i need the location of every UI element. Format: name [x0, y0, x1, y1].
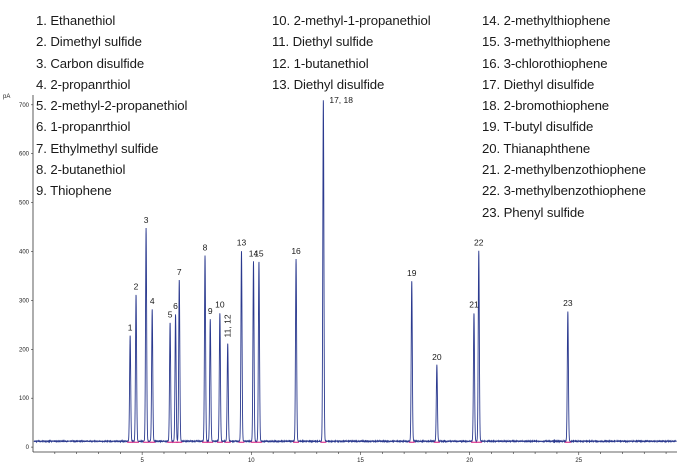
legend-entry: 1. Ethanethiol — [36, 13, 116, 28]
y-tick-label: 200 — [19, 347, 30, 353]
y-tick-label: 0 — [26, 445, 30, 451]
peak-label: 21 — [469, 300, 479, 310]
legend-entry: 19. T-butyl disulfide — [482, 119, 594, 135]
peak-label: 8 — [203, 242, 208, 252]
legend-entry: 16. 3-chlorothiophene — [482, 55, 608, 71]
peak-label: 20 — [432, 352, 442, 362]
legend-column-2: 10. 2-methyl-1-propanethiol 11. Diethyl s… — [272, 10, 431, 95]
peak-label: 5 — [168, 309, 173, 319]
legend-entry: 14. 2-methylthiophene — [482, 13, 611, 28]
peak-label: 15 — [254, 248, 264, 258]
legend-entry: 7. Ethylmethyl sulfide — [36, 140, 159, 156]
legend-entry: 11. Diethyl sulfide — [272, 34, 374, 50]
peak-label: 14 — [249, 248, 259, 258]
legend-column-1: 1. Ethanethiol 2. Dimethyl sulfide 3. Carb… — [36, 10, 187, 202]
peak-label: 19 — [407, 268, 417, 278]
legend-entry: 21. 2-methylbenzothiophene — [482, 162, 646, 178]
x-tick-label: 15 — [357, 458, 364, 464]
legend-entry: 23. Phenyl sulfide — [482, 204, 585, 220]
peak-label: 23 — [563, 298, 573, 308]
y-tick-label: 400 — [19, 249, 30, 255]
peak-label: 17, 18 — [329, 95, 353, 105]
y-tick-label: 600 — [19, 152, 30, 158]
legend-entry: 6. 1-propanrthiol — [36, 119, 131, 135]
y-tick-label: 100 — [19, 396, 30, 402]
signal-line — [33, 100, 677, 444]
peak-label: 11, 12 — [223, 314, 233, 337]
y-axis-unit-label: pA — [3, 94, 11, 100]
legend-column-3: 14. 2-methylthiophene 15. 3-methylthiophe… — [482, 10, 646, 223]
peak-label: 3 — [144, 215, 149, 225]
y-tick-label: 500 — [19, 201, 30, 207]
peak-label: 9 — [208, 306, 213, 316]
x-tick-label: 25 — [575, 458, 582, 464]
legend-entry: 13. Diethyl disulfide — [272, 76, 385, 92]
legend-entry: 20. Thianaphthene — [482, 140, 591, 156]
y-tick-label: 700 — [19, 103, 30, 109]
x-tick-label: 20 — [466, 458, 473, 464]
legend-entry: 10. 2-methyl-1-propanethiol — [272, 13, 431, 28]
peak-label: 22 — [474, 238, 484, 248]
x-tick-label: 10 — [248, 458, 255, 464]
chromatogram-trace — [33, 100, 677, 444]
legend-entry: 15. 3-methylthiophene — [482, 34, 611, 50]
peak-label: 7 — [177, 267, 182, 277]
peak-label: 6 — [173, 301, 178, 311]
legend-entry: 9. Thiophene — [36, 183, 112, 199]
peak-label: 1 — [128, 323, 133, 333]
legend-entry: 3. Carbon disulfide — [36, 55, 145, 71]
legend-entry: 12. 1-butanethiol — [272, 55, 369, 71]
peak-label: 13 — [237, 238, 247, 248]
legend-entry: 4. 2-propanrthiol — [36, 76, 131, 92]
peak-label: 4 — [150, 296, 155, 306]
legend-entry: 18. 2-bromothiophene — [482, 98, 610, 114]
legend-entry: 22. 3-methylbenzothiophene — [482, 183, 646, 199]
legend-entry: 8. 2-butanethiol — [36, 162, 126, 178]
peak-label: 2 — [134, 282, 139, 292]
x-tick-label: 5 — [140, 458, 144, 464]
legend-entry: 2. Dimethyl sulfide — [36, 34, 142, 50]
y-tick-label: 300 — [19, 298, 30, 304]
legend-entry: 17. Diethyl disulfide — [482, 76, 595, 92]
peak-label: 16 — [291, 246, 301, 256]
peak-label: 10 — [215, 300, 225, 310]
legend-entry: 5. 2-methyl-2-propanethiol — [36, 98, 188, 114]
